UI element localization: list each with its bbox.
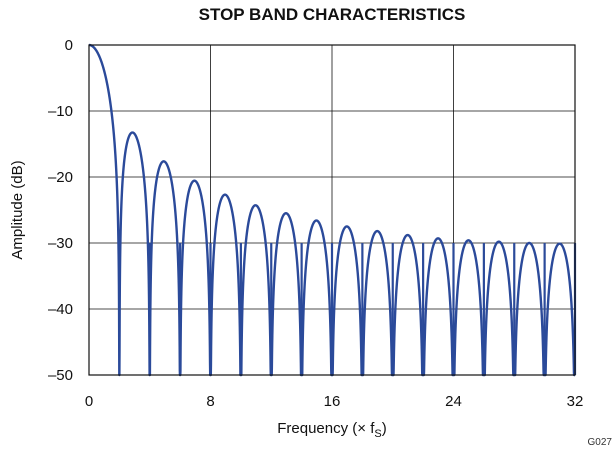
- y-axis-label: Amplitude (dB): [9, 160, 26, 259]
- chart-title: STOP BAND CHARACTERISTICS: [199, 5, 466, 24]
- x-axis-label-subscript: S: [374, 428, 381, 440]
- x-axis-label-main: Frequency (× f: [277, 420, 375, 437]
- y-tick-label: –30: [48, 235, 73, 252]
- x-axis-label: Frequency (× fS): [277, 420, 386, 440]
- y-tick-label: 0: [65, 37, 73, 54]
- y-tick-label: –50: [48, 367, 73, 384]
- plot-frame: [88, 44, 576, 376]
- x-tick-label: 0: [85, 393, 93, 410]
- y-tick-labels: 0 –10 –20 –30 –40 –50: [48, 37, 73, 384]
- x-tick-label: 16: [324, 393, 341, 410]
- series-layer: [87, 43, 577, 377]
- y-tick-label: –20: [48, 169, 73, 186]
- x-tick-label: 8: [206, 393, 214, 410]
- x-tick-label: 24: [445, 393, 462, 410]
- x-tick-label: 32: [567, 393, 584, 410]
- y-tick-label: –10: [48, 103, 73, 120]
- x-tick-labels: 0 8 16 24 32: [85, 393, 584, 410]
- figure-id: G027: [588, 437, 613, 448]
- y-tick-label: –40: [48, 301, 73, 318]
- x-axis-label-suffix: ): [382, 420, 387, 437]
